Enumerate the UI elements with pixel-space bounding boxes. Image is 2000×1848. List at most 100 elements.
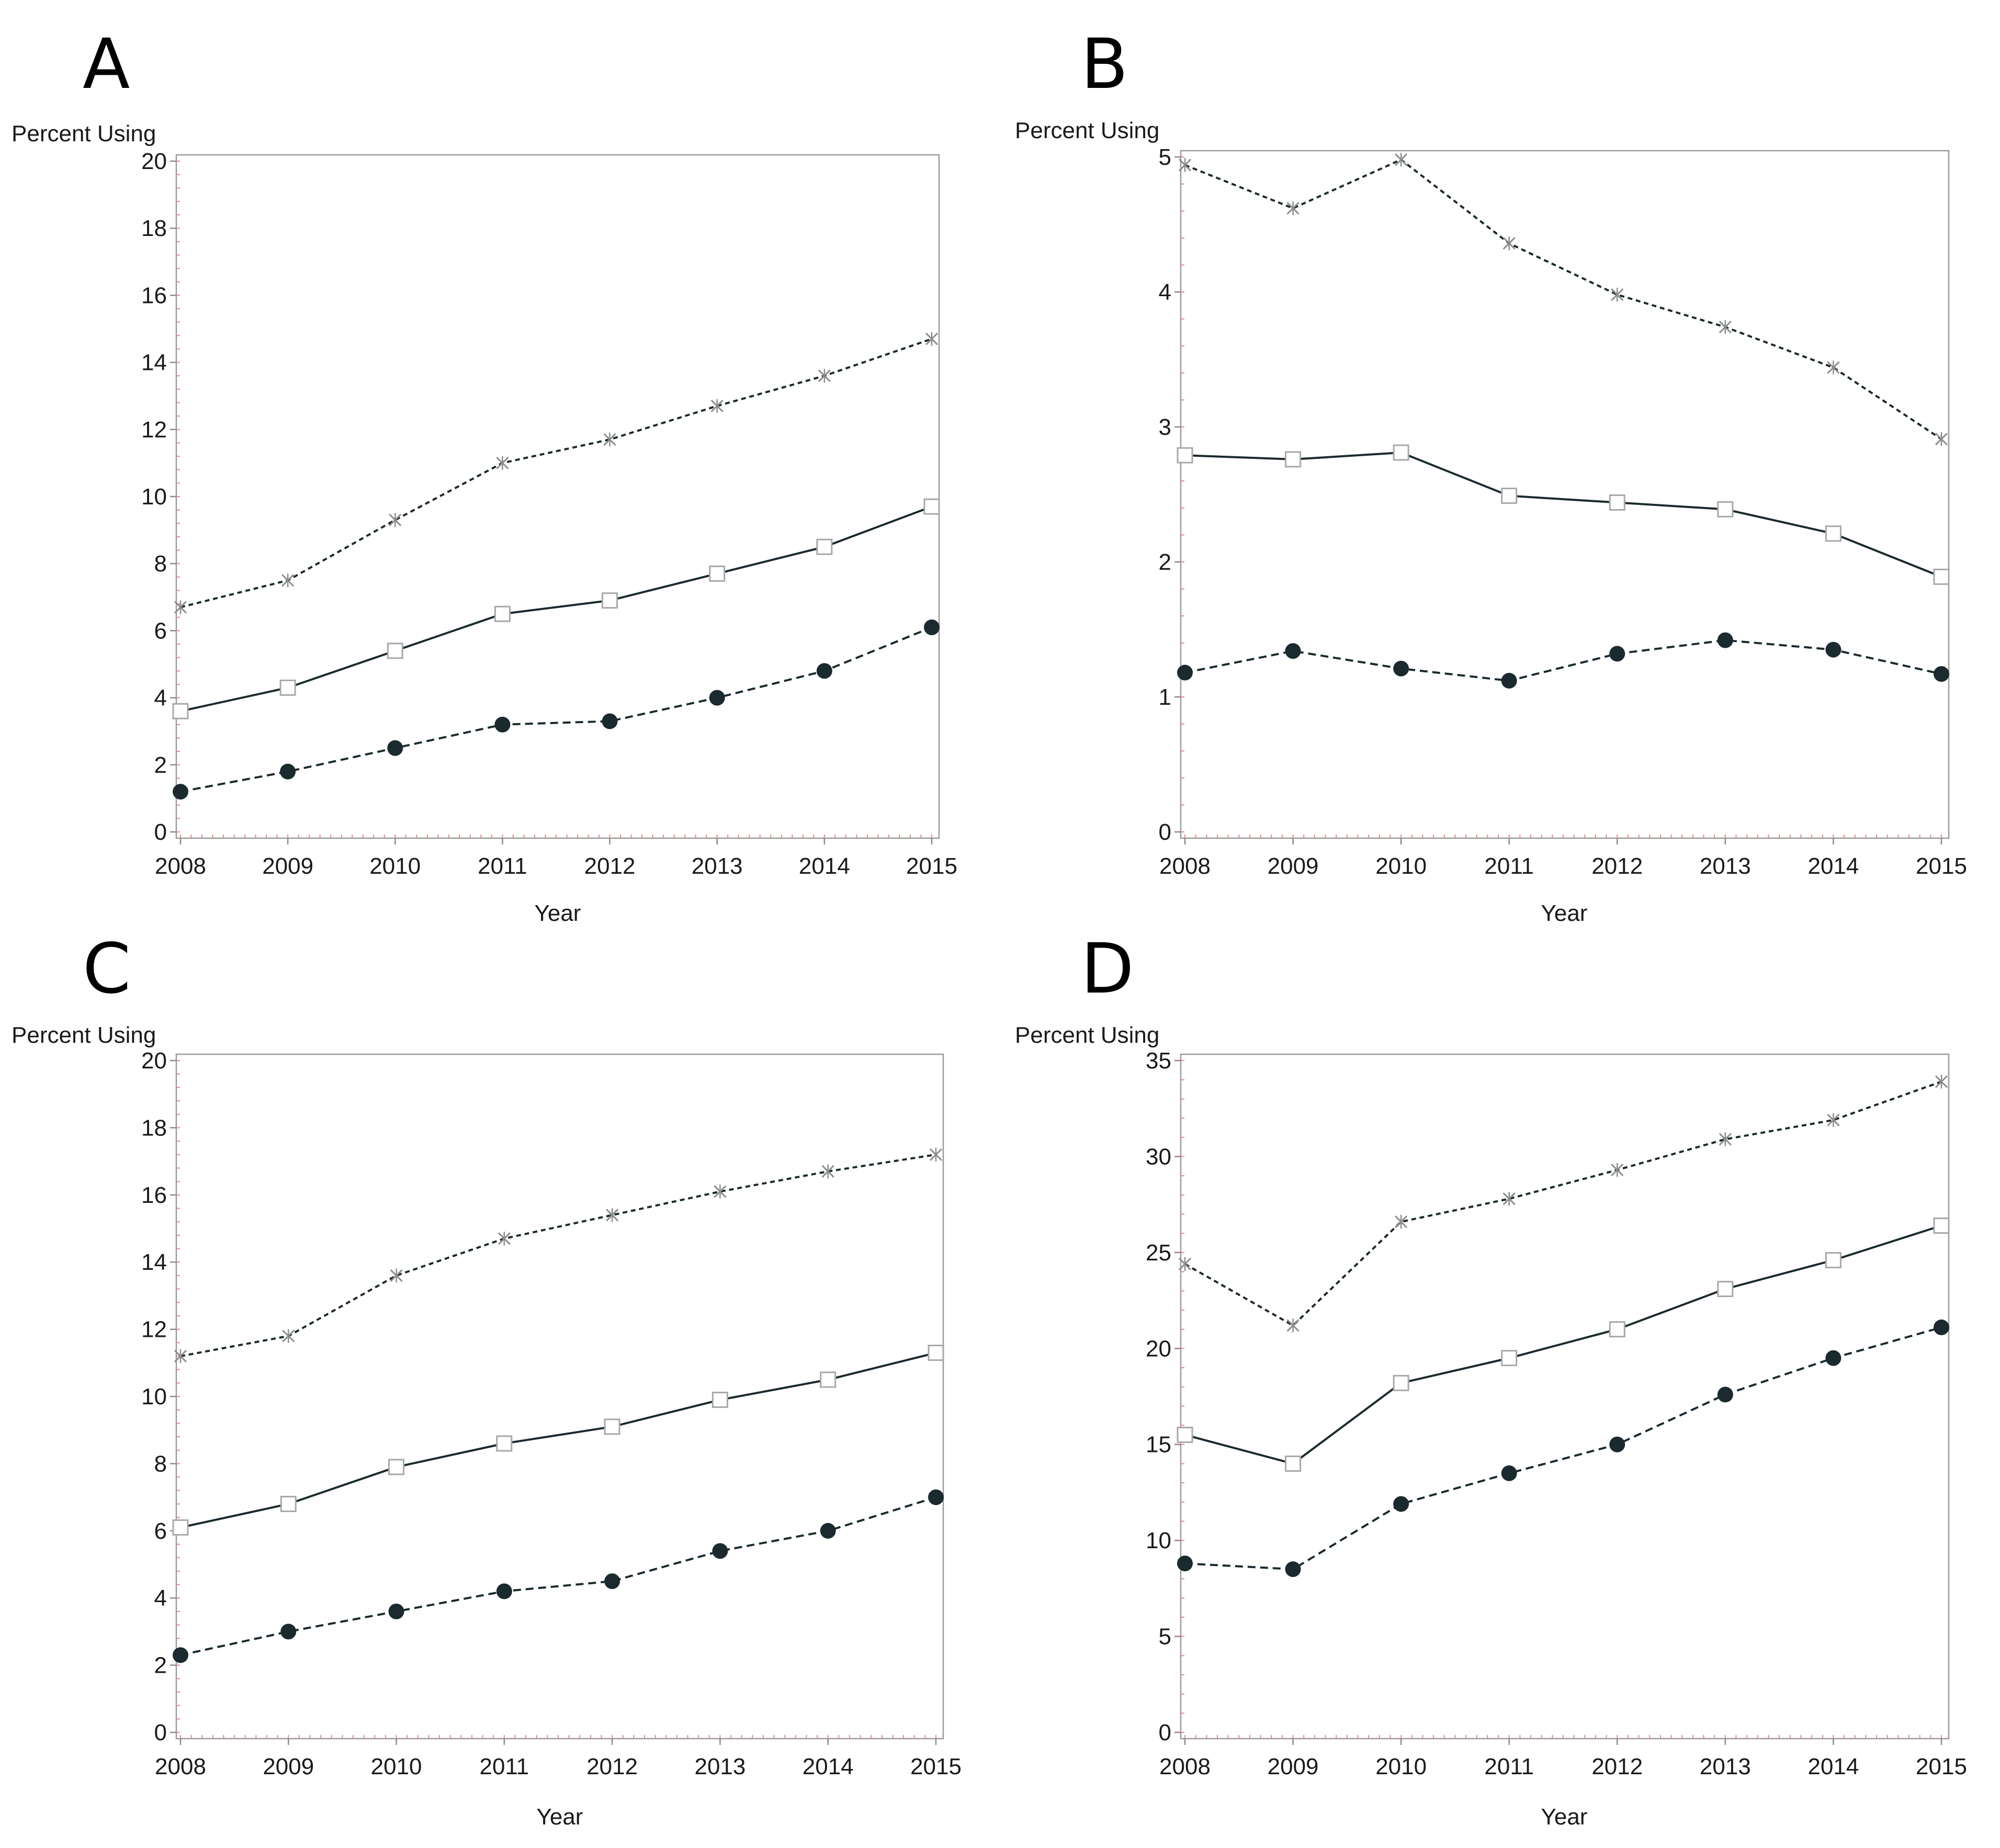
panel-d-point-star: [1286, 1319, 1300, 1333]
panel-b-series-circle: [1177, 632, 1949, 689]
panel-d-series-square: [1177, 1217, 1950, 1472]
panel-d-point-circle: [1717, 1387, 1733, 1403]
panel-b-point-star: [1395, 152, 1408, 167]
panel-c-y-tick-label: 2: [154, 1653, 167, 1678]
panel-b-x-tick-label: 2013: [1700, 853, 1751, 879]
panel-a-y-tick-label: 20: [141, 149, 167, 174]
panel-d-point-square: [1717, 1281, 1734, 1298]
panel-d-letter: D: [1081, 929, 1134, 1009]
panel-a-series-square: [172, 498, 940, 719]
panel-b-point-square: [1609, 494, 1625, 511]
panel-b-letter: B: [1081, 24, 1128, 105]
panel-c: C Percent Using Year 0 2 4 6 8 10 12 14 16 18 20 20…: [12, 929, 962, 1830]
panel-d-series-circle-line: [1184, 1326, 1942, 1571]
panel-a-point-square: [172, 703, 189, 719]
panel-b-plot-area: 0 1 2 3 4 5 2008 2009 2010 2011 2012 2013 2014 2015: [1159, 144, 1967, 879]
panel-d-y-tick-label: 20: [1146, 1336, 1171, 1361]
panel-d-y-tick-label: 15: [1146, 1432, 1171, 1458]
panel-c-series-square: [172, 1345, 944, 1536]
panel-b-x-tick-label: 2008: [1159, 853, 1211, 879]
panel-b-y-tick-label: 1: [1159, 684, 1171, 710]
panel-a-y-tick-label: 8: [154, 551, 167, 577]
panel-b-point-square: [1717, 501, 1734, 517]
panel-d-x-tick-label: 2008: [1159, 1754, 1211, 1779]
panel-d-y-tick-label: 5: [1159, 1624, 1171, 1650]
panel-d-point-star: [1935, 1075, 1948, 1089]
panel-d-y-tick-label: 25: [1146, 1240, 1171, 1266]
panel-a-x-tick-label: 2008: [155, 853, 206, 879]
panel-b-series-star-line: [1184, 158, 1942, 440]
panel-a-series-star: [174, 332, 939, 614]
panel-a-x-axis-label: Year: [535, 900, 581, 926]
panel-a-point-star: [925, 332, 939, 346]
panel-a-series-square-line: [180, 505, 932, 713]
panel-c-point-star: [282, 1329, 295, 1343]
panel-b-frame: [1180, 150, 1950, 839]
panel-b-y-axis-label: Percent Using: [1015, 118, 1159, 143]
panel-a-point-circle: [387, 740, 403, 756]
panel-a-point-circle: [280, 763, 296, 780]
panel-d-series-star: [1178, 1075, 1948, 1333]
panel-a-point-square: [816, 538, 833, 555]
panel-c-y-tick-label: 8: [154, 1451, 167, 1477]
panel-d-point-square: [1609, 1321, 1625, 1338]
panel-c-y-axis-label: Percent Using: [12, 1022, 156, 1048]
panel-c-series-circle: [173, 1489, 944, 1663]
panel-a-x-tick-label: 2013: [692, 853, 743, 879]
panel-d-x-tick-label: 2010: [1375, 1754, 1427, 1779]
panel-a-x-tick-label: 2009: [262, 853, 313, 879]
panel-d-x-tick-label: 2015: [1916, 1754, 1967, 1779]
panel-d-plot-area: 0 5 10 15 20 25 30 35 2008 2009 2010 2011 2012 2013 20…: [1146, 1048, 1967, 1779]
panel-c-x-tick-label: 2014: [803, 1754, 854, 1779]
panel-d-series-square-line: [1184, 1224, 1942, 1465]
panel-c-y-tick-label: 6: [154, 1518, 167, 1544]
panel-c-point-star: [174, 1349, 187, 1364]
panel-c-point-circle: [280, 1624, 297, 1640]
panel-c-series-circle-line: [180, 1496, 936, 1657]
panel-c-y-tick-label: 14: [141, 1249, 167, 1275]
panel-c-y-tick-label: 20: [141, 1048, 167, 1074]
panel-b-series-square-line: [1184, 451, 1942, 578]
panel-a-x-tick-label: 2011: [478, 853, 527, 879]
panel-b-x-tick-label: 2015: [1916, 853, 1967, 879]
panel-c-point-circle: [712, 1543, 728, 1559]
panel-d-x-tick-label: 2012: [1591, 1754, 1643, 1779]
panel-b-point-circle: [1285, 643, 1301, 659]
panel-b-point-star: [1286, 201, 1300, 216]
panel-c-x-axis-label: Year: [537, 1804, 583, 1830]
panel-c-letter: C: [83, 929, 131, 1009]
panel-c-x-tick-label: 2015: [910, 1754, 962, 1779]
panel-a-y-tick-label: 12: [141, 417, 167, 443]
panel-c-point-star: [390, 1268, 403, 1283]
panel-a: A Percent Using Year 0 2 4 6 8 10 12 14 16 18 20 20…: [12, 24, 957, 926]
panel-a-y-tick-label: 14: [141, 350, 167, 376]
panel-b-point-star: [1719, 320, 1732, 334]
panel-b-x-tick-label: 2010: [1375, 853, 1427, 879]
panel-d-point-square: [1177, 1426, 1193, 1443]
panel-c-x-tick-label: 2009: [263, 1754, 314, 1779]
panel-c-y-tick-label: 4: [154, 1585, 167, 1611]
panel-c-x-tick-label: 2008: [155, 1754, 206, 1779]
panel-b-y-tick-label: 5: [1159, 144, 1171, 170]
panel-c-point-circle: [820, 1523, 836, 1539]
panel-a-y-tick-label: 2: [154, 752, 167, 778]
panel-c-series-star-line: [180, 1153, 936, 1357]
panel-d-point-star: [1502, 1191, 1516, 1206]
panel-a-y-tick-label: 6: [154, 618, 167, 644]
panel-b-y-tick-label: 3: [1159, 414, 1171, 440]
panel-a-y-tick-label: 0: [154, 819, 167, 845]
panel-d-point-star: [1395, 1214, 1408, 1229]
panel-a-point-circle: [602, 713, 618, 729]
panel-c-x-tick-label: 2013: [694, 1754, 745, 1779]
panel-b-point-square: [1177, 447, 1193, 464]
panel-c-y-tick-label: 18: [141, 1115, 167, 1141]
panel-c-point-star: [929, 1147, 943, 1162]
panel-c-y-tick-label: 16: [141, 1182, 167, 1208]
panel-c-x-tick-label: 2011: [480, 1754, 529, 1779]
panel-a-point-circle: [924, 619, 940, 635]
panel-a-point-square: [387, 643, 403, 659]
panel-c-point-circle: [388, 1603, 404, 1619]
panel-a-series-circle-line: [180, 626, 932, 793]
panel-c-point-star: [606, 1208, 619, 1222]
